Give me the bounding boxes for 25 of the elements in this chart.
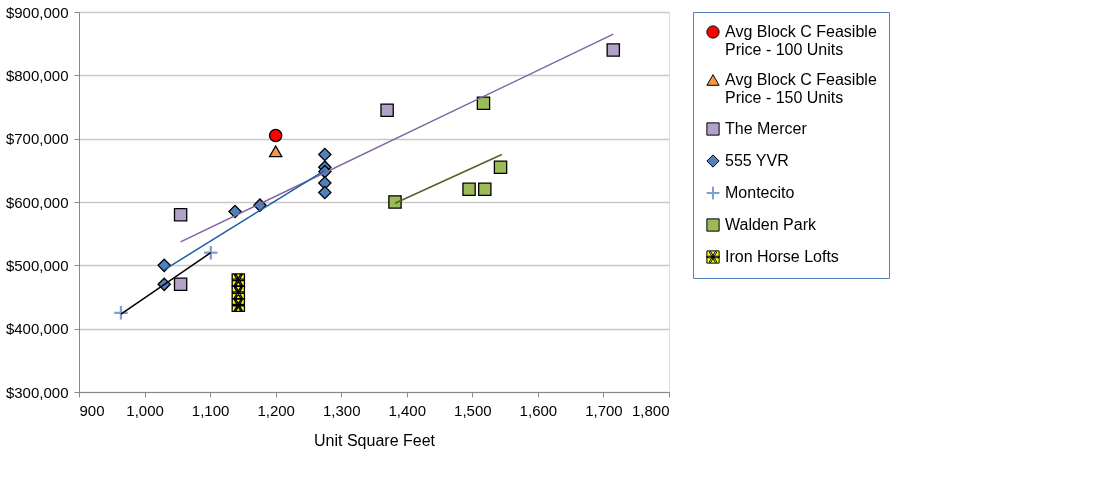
x-axis-title: Unit Square Feet xyxy=(314,431,436,449)
y-tick-label: $600,000 xyxy=(5,193,69,211)
y-tick-label: $900,000 xyxy=(5,3,69,21)
x-tick-label: 1,500 xyxy=(454,401,492,419)
x-tick-label: 1,300 xyxy=(322,401,361,419)
legend-label: Avg Block C Feasible Price - 100 Units xyxy=(725,23,877,58)
legend-label: Iron Horse Lofts xyxy=(725,248,839,265)
y-tick-label: $800,000 xyxy=(5,66,69,84)
y-tick-label: $500,000 xyxy=(5,256,69,274)
x-tick-label: 1,800 xyxy=(631,401,670,419)
legend-label: Montecito xyxy=(725,184,795,201)
legend-label: Walden Park xyxy=(725,216,817,233)
legend-label: 555 YVR xyxy=(725,152,789,169)
x-tick-label: 1,100 xyxy=(191,401,230,419)
x-tick-label: 900 xyxy=(79,401,105,419)
y-tick-label: $400,000 xyxy=(5,320,69,338)
y-tick-label: $300,000 xyxy=(5,383,69,401)
y-tick-label: $700,000 xyxy=(5,130,69,148)
x-tick-label: 1,000 xyxy=(126,401,164,419)
x-tick-label: 1,400 xyxy=(388,401,427,419)
legend-label: Avg Block C Feasible Price - 150 Units xyxy=(725,71,877,106)
legend-label: The Mercer xyxy=(725,120,808,137)
x-tick-label: 1,600 xyxy=(519,401,558,419)
x-tick-label: 1,200 xyxy=(257,401,295,419)
x-tick-label: 1,700 xyxy=(585,401,623,419)
